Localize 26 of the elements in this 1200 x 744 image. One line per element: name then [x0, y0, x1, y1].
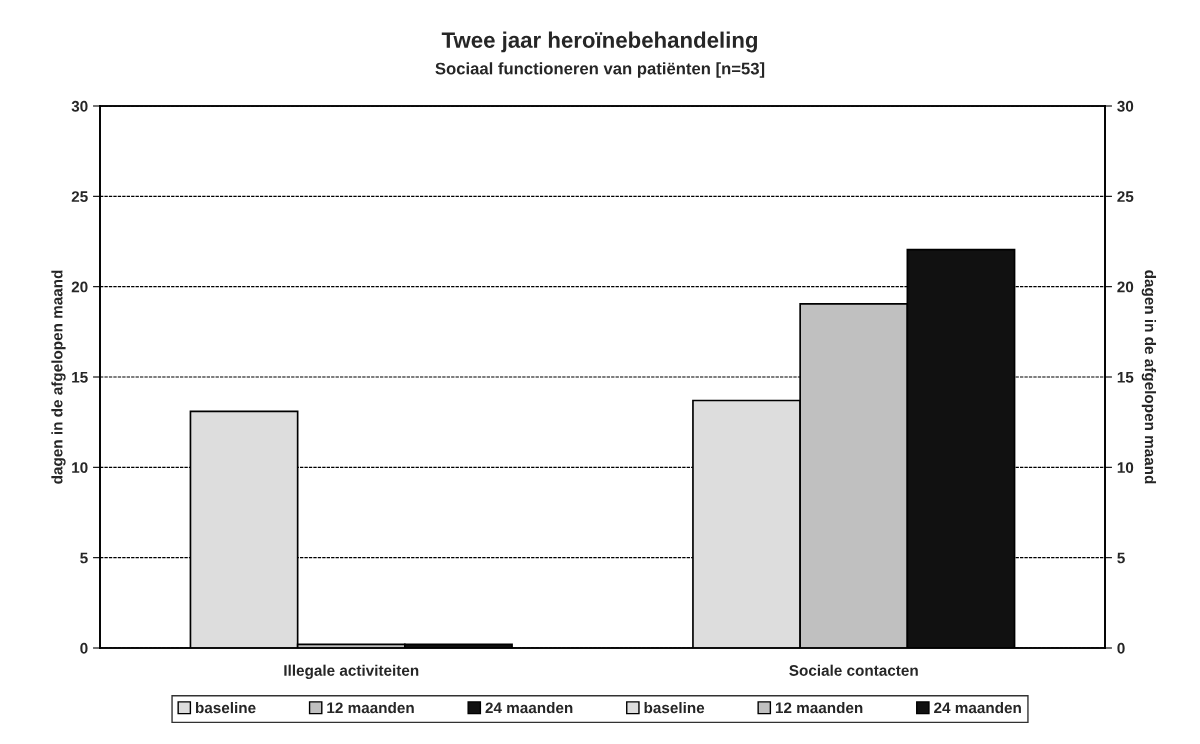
y-tick-label: 5 [80, 552, 88, 564]
y2-tick-label: 25 [1117, 191, 1134, 203]
y2-tick-label: 0 [1117, 642, 1125, 654]
legend-label: baseline [644, 702, 705, 714]
legend-label: 24 maanden [934, 702, 1021, 714]
legend-label: 24 maanden [485, 702, 573, 714]
legend-label: 12 maanden [327, 702, 414, 714]
y2-tick-label: 20 [1117, 281, 1134, 293]
y-tick-label: 20 [71, 281, 88, 293]
x-tick-label: Illegale activiteiten [284, 664, 419, 679]
y-tick-label: 30 [71, 100, 88, 112]
legend-label: 12 maanden [775, 702, 863, 714]
chart-title: Twee jaar heroïnebehandeling [441, 31, 757, 53]
y2-tick-label: 10 [1117, 462, 1134, 474]
y-tick-label: 0 [80, 642, 88, 654]
y2-tick-label: 30 [1117, 100, 1134, 112]
y-tick-label: 25 [71, 191, 88, 203]
y2-tick-label: 5 [1117, 552, 1125, 564]
x-tick-label: Sociale contacten [789, 664, 918, 676]
y-tick-label: 15 [72, 372, 88, 383]
y2-axis-title: dagen in de afgelopen maand [1141, 270, 1157, 484]
y-tick-label: 10 [72, 462, 88, 474]
y2-tick-label: 15 [1117, 372, 1134, 383]
legend-label: baseline [195, 702, 256, 714]
chart-subtitle: Sociaal functioneren van patiënten [n=53] [435, 62, 765, 78]
y-axis-title: dagen in de afgelopen maand [51, 270, 66, 484]
